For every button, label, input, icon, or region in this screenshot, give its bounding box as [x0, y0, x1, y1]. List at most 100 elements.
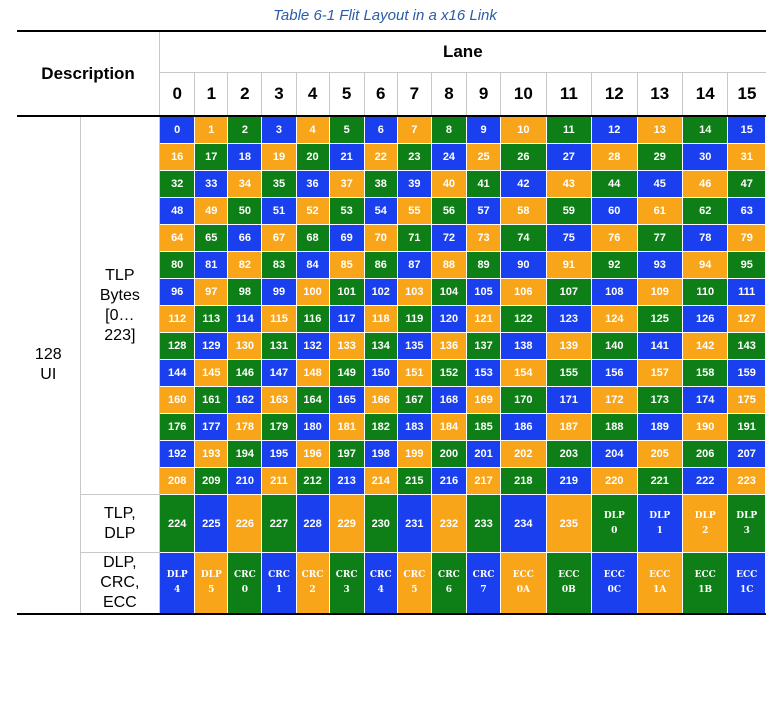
cell-text: DLP: [603, 510, 625, 521]
lane-number-0: 0: [159, 72, 195, 117]
byte-cell: 8: [430, 115, 468, 144]
byte-cell: 226: [227, 494, 263, 553]
cell-text: 5: [411, 585, 418, 595]
byte-cell: 128: [159, 332, 196, 360]
group-label-tlp-bytes-line: 223]: [104, 326, 136, 344]
table-row: 48 49 50 51 52 53 54 55 56 57 58 59 60 61 62 63: [17, 197, 766, 225]
byte-cell: 65: [194, 224, 229, 252]
byte-cell: 212: [295, 467, 330, 495]
byte-cell: 232: [430, 494, 468, 553]
byte-cell: 233: [466, 494, 502, 553]
group-label-tlp-dlp-line: TLP,: [103, 504, 136, 522]
byte-cell: 93: [636, 251, 683, 279]
byte-cell: CRC 0: [227, 552, 263, 615]
lane-number-15: 15: [727, 72, 766, 117]
byte-cell: 123: [545, 305, 593, 333]
byte-cell: 204: [591, 440, 638, 468]
byte-cell: 220: [591, 467, 638, 495]
byte-cell: 125: [636, 305, 683, 333]
byte-cell: 6: [363, 115, 398, 144]
byte-cell: 21: [328, 143, 365, 171]
byte-cell: 197: [328, 440, 365, 468]
byte-cell: 198: [363, 440, 398, 468]
byte-cell: 145: [194, 359, 229, 387]
lane-number-6: 6: [363, 72, 398, 117]
byte-cell: 159: [727, 359, 766, 387]
byte-cell: 95: [727, 251, 766, 279]
byte-cell: 67: [261, 224, 297, 252]
byte-cell: 121: [466, 305, 502, 333]
byte-cell: 1: [194, 115, 229, 144]
byte-cell: DLP 5: [194, 552, 229, 615]
byte-cell: 34: [227, 170, 263, 198]
byte-cell: DLP 4: [159, 552, 196, 615]
cell-text: 1C: [740, 585, 754, 595]
cell-text: 2: [309, 585, 316, 595]
byte-cell: 117: [328, 305, 365, 333]
cell-text: 0C: [607, 585, 621, 595]
byte-cell: 149: [328, 359, 365, 387]
byte-cell: ECC 1A: [636, 552, 683, 615]
byte-cell: 90: [500, 251, 547, 279]
byte-cell: 108: [591, 278, 638, 306]
byte-cell: 47: [727, 170, 766, 198]
byte-cell: 89: [466, 251, 502, 279]
byte-cell: ECC 0B: [545, 552, 593, 615]
byte-cell: 41: [466, 170, 502, 198]
byte-cell: 69: [328, 224, 365, 252]
lane-header: Lane: [159, 30, 766, 73]
byte-cell: 100: [295, 278, 330, 306]
group-label-dlp-crc-ecc: DLP, CRC, ECC: [80, 552, 161, 615]
byte-cell: 165: [328, 386, 365, 414]
cell-text: DLP: [166, 570, 188, 580]
byte-cell: 146: [227, 359, 263, 387]
byte-cell: 227: [261, 494, 297, 553]
cell-text: DLP: [200, 570, 222, 580]
byte-cell: 73: [466, 224, 502, 252]
byte-cell: 64: [159, 224, 196, 252]
byte-cell: 25: [466, 143, 502, 171]
byte-cell: 43: [545, 170, 593, 198]
byte-cell: 217: [466, 467, 502, 495]
byte-cell: 177: [194, 413, 229, 441]
byte-cell: 103: [396, 278, 432, 306]
byte-cell: 37: [328, 170, 365, 198]
byte-cell: DLP 1: [636, 494, 683, 553]
byte-cell: 110: [681, 278, 729, 306]
byte-cell: 98: [227, 278, 263, 306]
description-header: Description: [17, 30, 161, 117]
byte-cell: 31: [727, 143, 766, 171]
byte-cell: 188: [591, 413, 638, 441]
byte-cell: 208: [159, 467, 196, 495]
byte-cell: 207: [727, 440, 766, 468]
byte-cell: 142: [681, 332, 729, 360]
byte-cell: 186: [500, 413, 547, 441]
byte-cell: 215: [396, 467, 432, 495]
lane-number-7: 7: [396, 72, 432, 117]
group-label-tlp-dlp-line: DLP: [104, 524, 136, 542]
byte-cell: 139: [545, 332, 593, 360]
byte-cell: 49: [194, 197, 229, 225]
byte-cell: 111: [727, 278, 766, 306]
byte-cell: 200: [430, 440, 468, 468]
byte-cell: 66: [227, 224, 263, 252]
byte-cell: 182: [363, 413, 398, 441]
table-row: 128 UI TLP Bytes [0… 223] 0 1 2 3 4 5 6 7 8 9 10 11 12 13 14…: [17, 115, 766, 615]
byte-cell: 106: [500, 278, 547, 306]
byte-cell: 190: [681, 413, 729, 441]
byte-cell: 63: [727, 197, 766, 225]
group-label-tlp-bytes-line: Bytes: [99, 286, 140, 304]
byte-cell: 214: [363, 467, 398, 495]
byte-cell: 14: [681, 115, 729, 144]
cell-text: ECC: [649, 570, 671, 580]
byte-cell: 187: [545, 413, 593, 441]
byte-cell: 61: [636, 197, 683, 225]
byte-cell: 179: [261, 413, 297, 441]
byte-cell: 157: [636, 359, 683, 387]
byte-cell: CRC 2: [295, 552, 330, 615]
byte-cell: 59: [545, 197, 593, 225]
byte-cell: 192: [159, 440, 196, 468]
byte-cell: 137: [466, 332, 502, 360]
lane-number-13: 13: [636, 72, 683, 117]
byte-cell: 130: [227, 332, 263, 360]
